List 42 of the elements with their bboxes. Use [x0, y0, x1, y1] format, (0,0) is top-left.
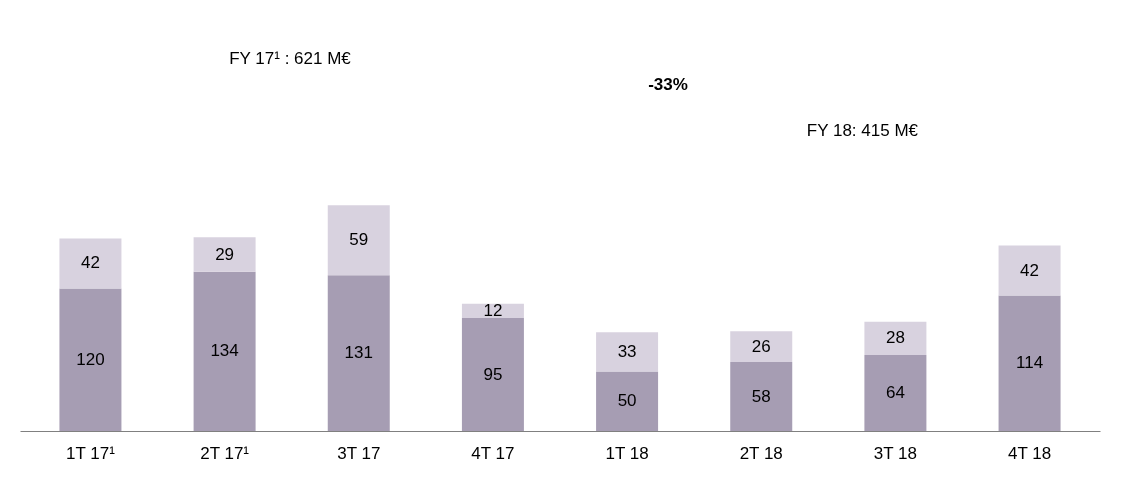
text: FY 18: 415 M€	[806, 121, 919, 140]
data-label: 95	[483, 364, 503, 384]
bar	[461, 318, 524, 431]
x-tick-label: 3T 17	[337, 443, 381, 463]
x-tick-label: 3T 18	[873, 443, 917, 463]
bar	[730, 362, 793, 431]
data-label: 50	[617, 391, 637, 411]
bar	[59, 238, 122, 289]
bar	[193, 271, 256, 431]
x-tick-label: 4T 17	[471, 443, 515, 463]
data-label: 12	[483, 300, 503, 320]
data-label: 58	[751, 386, 771, 406]
data-label: 28	[885, 328, 905, 348]
bar	[596, 332, 659, 372]
bar	[327, 205, 390, 276]
x-tick-label: 1T 18	[605, 443, 649, 463]
data-label: 64	[885, 382, 905, 402]
bar	[193, 237, 256, 272]
bar	[864, 354, 927, 431]
data-label: 120	[76, 349, 105, 369]
data-label: 42	[1020, 260, 1040, 280]
bar	[59, 288, 122, 431]
x-tick-label: 2T 18	[739, 443, 783, 463]
data-label: 42	[80, 253, 100, 273]
x-tick-label: 4T 18	[1007, 443, 1052, 463]
text: FY 17¹ : 621 M€	[229, 49, 352, 68]
data-label: 134	[210, 341, 239, 361]
bar	[327, 275, 390, 431]
data-label: 33	[617, 341, 637, 361]
data-label: 114	[1016, 353, 1044, 373]
data-label: 26	[751, 336, 771, 356]
bar	[864, 321, 927, 355]
bar	[998, 245, 1061, 296]
x-tick-label: 2T 17¹	[200, 443, 250, 463]
data-label: 131	[344, 343, 373, 363]
bar	[998, 295, 1061, 431]
x-tick-label: 1T 17¹	[66, 443, 116, 463]
data-label: 59	[349, 230, 369, 250]
data-label: 29	[215, 244, 235, 264]
bar	[730, 331, 793, 363]
bar	[596, 371, 659, 431]
text: -33%	[648, 75, 688, 94]
